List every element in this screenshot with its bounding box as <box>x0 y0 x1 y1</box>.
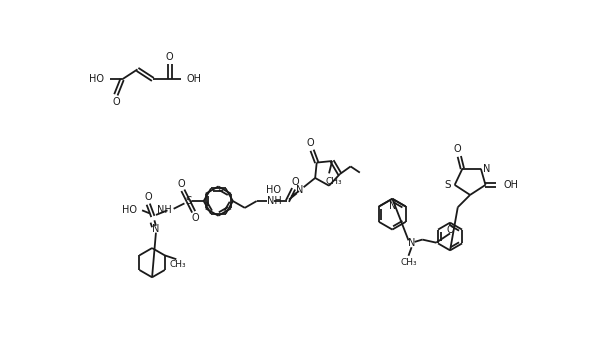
Text: HO: HO <box>89 74 104 85</box>
Text: O: O <box>454 145 461 154</box>
Text: S: S <box>185 196 192 206</box>
Text: O: O <box>177 179 185 189</box>
Text: O: O <box>144 192 152 202</box>
Text: O: O <box>191 213 199 223</box>
Text: CH₃: CH₃ <box>400 258 417 267</box>
Text: O: O <box>291 177 299 187</box>
Text: CH₃: CH₃ <box>169 260 186 269</box>
Text: HO: HO <box>123 205 137 215</box>
Text: N: N <box>408 238 415 249</box>
Text: N: N <box>483 164 490 174</box>
Text: HO: HO <box>266 185 281 195</box>
Text: CH₃: CH₃ <box>326 177 342 186</box>
Text: OH: OH <box>187 74 202 85</box>
Text: NH: NH <box>268 196 282 206</box>
Text: O: O <box>446 225 454 235</box>
Text: O: O <box>307 138 314 148</box>
Text: O: O <box>166 52 174 62</box>
Text: N: N <box>296 185 304 195</box>
Text: N: N <box>388 201 396 211</box>
Text: N: N <box>152 224 160 234</box>
Text: NH: NH <box>157 205 171 215</box>
Text: O: O <box>112 97 120 107</box>
Text: OH: OH <box>504 180 519 190</box>
Text: S: S <box>444 180 451 190</box>
